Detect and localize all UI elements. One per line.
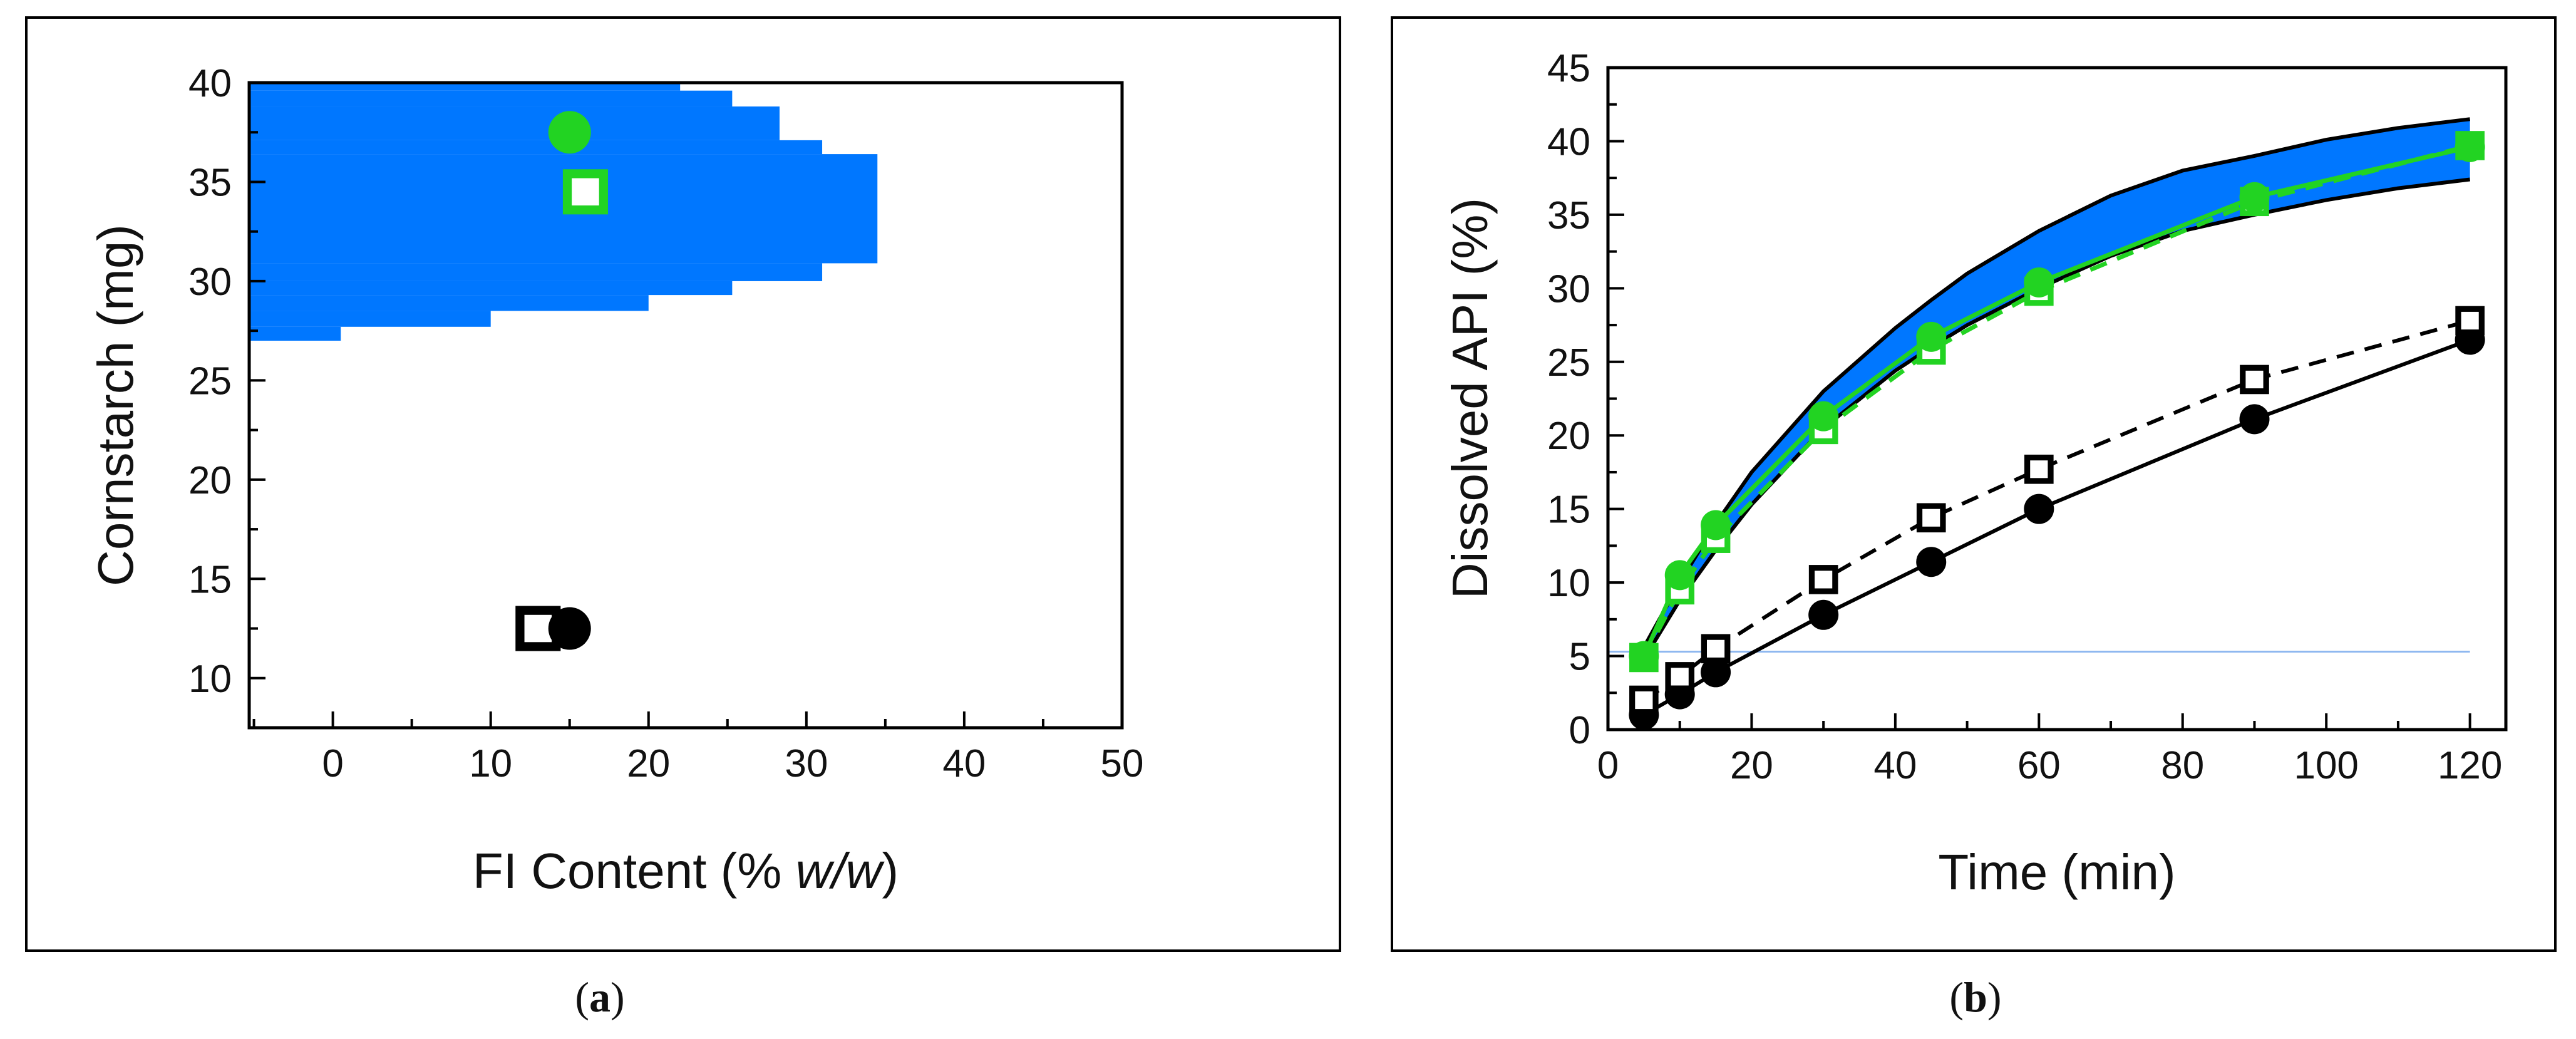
b-y-tick-label: 30 <box>1547 267 1590 311</box>
scatter-point <box>562 169 608 215</box>
b-y-tick-label: 40 <box>1547 120 1590 163</box>
series-point <box>1664 560 1695 591</box>
y-axis-title-b: Dissolved API (%) <box>1442 198 1498 599</box>
series-point <box>1916 321 1947 352</box>
caption-a-letter: a <box>589 973 611 1021</box>
series-point <box>1916 547 1947 577</box>
a-x-tick-label: 20 <box>627 742 670 785</box>
design-space-step <box>249 281 733 296</box>
design-space-step <box>249 140 823 155</box>
b-y-tick-label: 35 <box>1547 194 1590 237</box>
a-x-tick-label: 50 <box>1101 742 1144 785</box>
b-x-tick-label: 0 <box>1597 744 1619 787</box>
a-x-tick-label: 30 <box>785 742 828 785</box>
series-point <box>1808 599 1839 630</box>
b-y-tick-label: 0 <box>1569 709 1590 752</box>
series-point <box>1701 510 1731 540</box>
b-y-tick-label: 15 <box>1547 488 1590 532</box>
a-y-tick-label: 35 <box>188 161 232 204</box>
a-y-tick-label: 30 <box>188 261 232 304</box>
b-y-tick-label: 5 <box>1569 636 1590 679</box>
series-point <box>2455 306 2485 336</box>
scatter-point <box>548 111 591 154</box>
b-y-tick-label: 20 <box>1547 415 1590 458</box>
x-axis-title-a-end: ) <box>882 843 899 899</box>
a-y-tick-label: 40 <box>188 62 232 105</box>
b-x-tick-label: 120 <box>2438 744 2502 787</box>
a-y-tick-label: 25 <box>188 359 232 403</box>
a-x-tick-label: 0 <box>322 742 343 785</box>
plot-b-content: 0 20 40 60 80 100 120 0 5 10 15 20 25 30 35 40 45 <box>1547 47 2502 787</box>
b-y-tick-label: 10 <box>1547 562 1590 605</box>
x-axis-title-a: FI Content (% w/w) <box>473 843 899 899</box>
series-point <box>2240 364 2269 395</box>
y-axis-title-a: Cornstarch (mg) <box>88 224 143 586</box>
caption-b: (b) <box>1949 973 2001 1021</box>
a-y-tick-label: 20 <box>188 459 232 502</box>
b-x-tick-label: 80 <box>2161 744 2204 787</box>
series-point <box>1808 401 1839 432</box>
b-x-tick-label: 40 <box>1873 744 1917 787</box>
series-point <box>2024 494 2054 524</box>
plot-a-content: 0 10 20 30 40 50 10 15 20 25 30 35 40 <box>188 62 1143 785</box>
a-x-tick-label: 40 <box>942 742 986 785</box>
panel-a: 0 10 20 30 40 50 10 15 20 25 30 35 40 FI Content (% … <box>25 16 1341 952</box>
a-y-tick-label: 10 <box>188 658 232 701</box>
design-space-step <box>249 311 491 327</box>
series-point <box>1665 662 1695 691</box>
b-y-tick-label: 45 <box>1547 47 1590 90</box>
b-x-tick-label: 60 <box>2017 744 2061 787</box>
x-axis-title-a-italic: w/w <box>796 843 885 899</box>
b-x-tick-label: 20 <box>1730 744 1773 787</box>
design-space-step <box>249 90 733 107</box>
design-space-step <box>249 295 649 311</box>
series-point <box>1808 565 1838 594</box>
plot-a-axes-box <box>247 81 1124 730</box>
series-point <box>2455 132 2485 162</box>
series-point <box>1701 657 1731 688</box>
series-point <box>2239 182 2270 212</box>
design-space-step <box>249 106 780 140</box>
b-x-tick-label: 100 <box>2294 744 2358 787</box>
scatter-point <box>548 607 591 650</box>
series-point <box>2024 267 2054 297</box>
a-x-tick-label: 10 <box>469 742 512 785</box>
design-space-step <box>249 326 341 341</box>
caption-a: (a) <box>575 973 624 1021</box>
design-space-step <box>249 83 681 91</box>
a-y-tick-label: 15 <box>188 558 232 601</box>
series-point <box>1701 634 1731 664</box>
series-point <box>1629 641 1659 671</box>
x-axis-title-a-main: FI Content (% <box>473 843 796 899</box>
panel-b: 0 20 40 60 80 100 120 0 5 10 15 20 25 30 35 40 45 Time (… <box>1391 16 2557 952</box>
b-y-tick-label: 25 <box>1547 341 1590 385</box>
x-axis-title-b: Time (min) <box>1938 844 2175 900</box>
prediction-band <box>1644 119 2470 659</box>
series-point <box>1916 503 1946 533</box>
design-space-step <box>249 263 823 281</box>
plot-b-axes-box <box>1606 66 2508 731</box>
series-point <box>1629 685 1659 715</box>
series-point <box>2239 404 2270 435</box>
band-upper-edge <box>1642 117 2471 648</box>
series-point <box>2024 454 2054 484</box>
caption-b-letter: b <box>1964 973 1987 1021</box>
